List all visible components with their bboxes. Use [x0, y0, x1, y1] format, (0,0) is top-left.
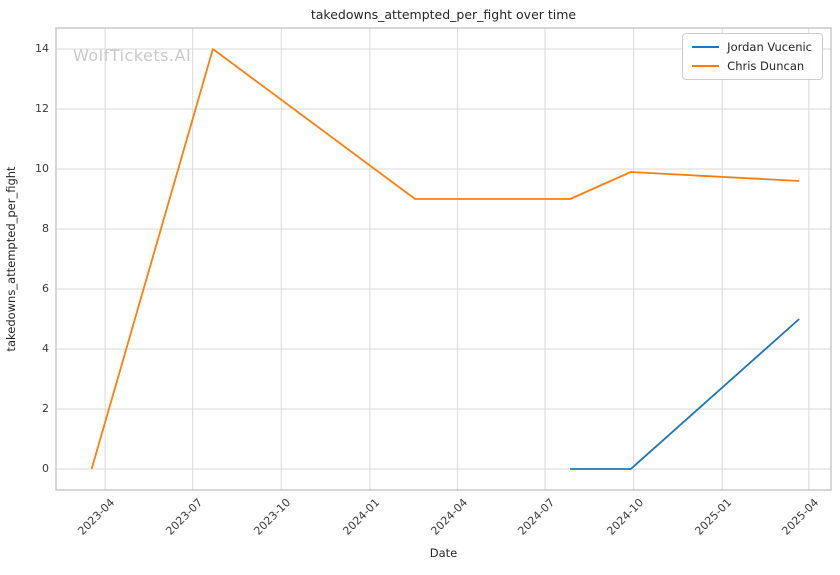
legend-label: Jordan Vucenic	[727, 40, 812, 54]
y-tick-label: 12	[35, 102, 49, 115]
legend-item-chris-duncan: Chris Duncan	[692, 59, 812, 73]
y-tick-label: 10	[35, 162, 49, 175]
legend-line-swatch-blue	[692, 46, 720, 48]
y-tick-label: 6	[42, 282, 49, 295]
legend: Jordan Vucenic Chris Duncan	[682, 33, 823, 80]
legend-label: Chris Duncan	[727, 59, 805, 73]
y-tick-label: 8	[42, 222, 49, 235]
legend-item-jordan-vucenic: Jordan Vucenic	[692, 40, 812, 54]
legend-line-swatch-orange	[692, 65, 720, 67]
watermark: WolfTickets.AI	[73, 46, 192, 65]
y-axis-label: takedowns_attempted_per_fight	[4, 166, 18, 352]
x-axis-label: Date	[429, 546, 458, 560]
series-line-jordan-vucenic	[570, 318, 800, 470]
y-tick-label: 2	[42, 402, 49, 415]
y-tick-label: 0	[42, 462, 49, 475]
series-line-chris-duncan	[90, 48, 800, 470]
y-tick-label: 4	[42, 342, 49, 355]
y-tick-label: 14	[35, 42, 49, 55]
plot-border	[55, 27, 832, 491]
chart-title: takedowns_attempted_per_fight over time	[310, 7, 577, 22]
